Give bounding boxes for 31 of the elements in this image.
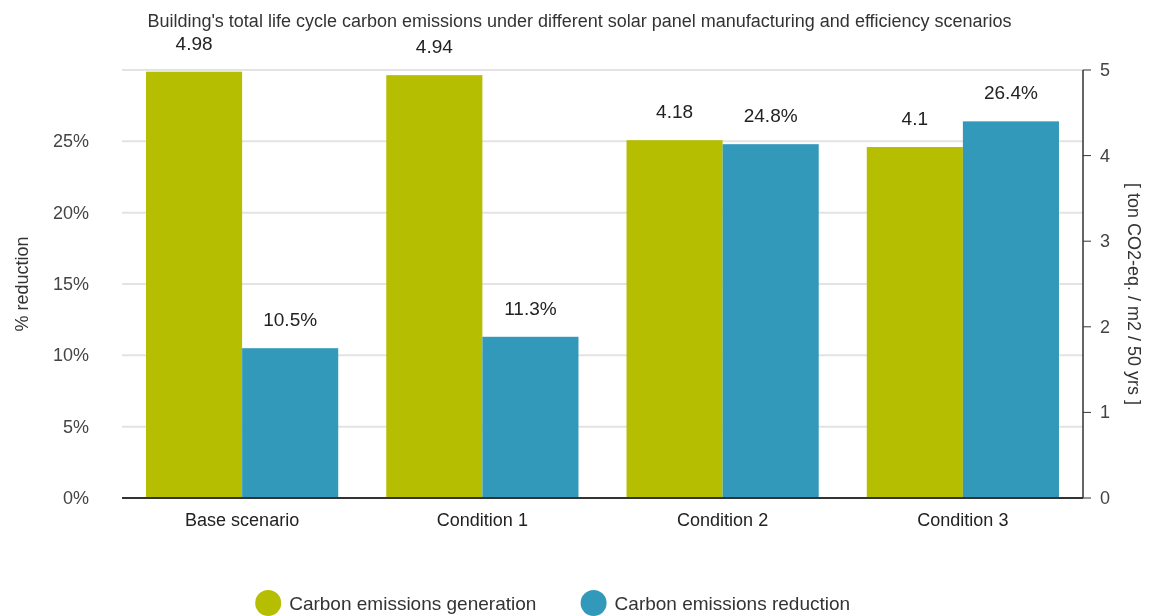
- bar: [386, 75, 483, 498]
- y-tick-label: 20%: [52, 202, 89, 223]
- data-label: 4.94: [415, 36, 454, 58]
- y2-tick-label: 5: [1099, 60, 1111, 80]
- data-label: 11.3%: [504, 297, 557, 319]
- x-tick-label: Condition 1: [436, 510, 528, 530]
- y-axis-title: % reduction: [12, 236, 32, 332]
- data-label: 4.1: [901, 108, 929, 130]
- y2-tick-label: 3: [1099, 231, 1111, 252]
- y-tick-label: 5%: [62, 416, 89, 437]
- data-label: 24.8%: [743, 105, 798, 127]
- y2-tick-label: 2: [1099, 316, 1111, 337]
- data-label: 4.18: [656, 101, 694, 123]
- legend-label: Carbon emissions generation: [289, 593, 537, 614]
- y2-tick-label: 4: [1099, 145, 1111, 166]
- y2-tick-label: 1: [1099, 402, 1111, 423]
- x-tick-label: Condition 2: [677, 510, 769, 530]
- y-tick-label: 25%: [52, 131, 89, 152]
- x-tick-label: Condition 3: [917, 510, 1009, 530]
- x-tick-label: Base scenario: [185, 510, 300, 530]
- y2-tick-label: 0: [1099, 488, 1111, 508]
- legend-label: Carbon emissions reduction: [614, 593, 851, 614]
- chart-title: Building's total life cycle carbon emissions under different solar panel manufacturing and efficiency scenarios: [147, 11, 1012, 31]
- data-label: 10.5%: [263, 309, 318, 331]
- y-tick-label: 10%: [52, 345, 89, 366]
- y2-axis-title: [ ton CO2-eq. / m2 / 50 yrs ]: [1124, 182, 1144, 406]
- data-label: 26.4%: [983, 82, 1038, 104]
- y-tick-label: 15%: [52, 274, 89, 294]
- bar: [146, 71, 243, 498]
- data-label: 4.98: [175, 32, 213, 54]
- y-tick-label: 0%: [62, 488, 89, 508]
